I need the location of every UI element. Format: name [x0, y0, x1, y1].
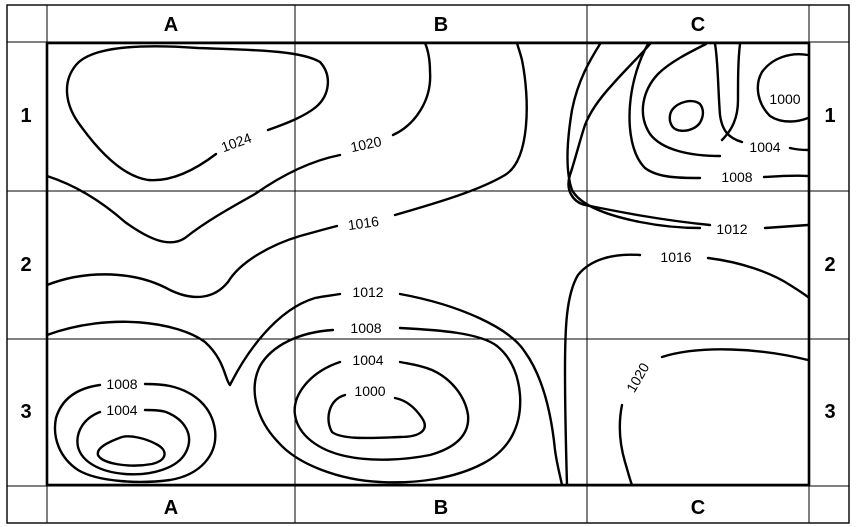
row-header-2-left: 2 — [20, 254, 31, 276]
column-header-b-top: B — [434, 14, 448, 36]
map-frame — [45, 41, 811, 487]
row-header-1-right: 1 — [824, 105, 835, 127]
isobar-labels: 1024 1020 1016 1012 1008 1004 1000 1008 … — [106, 91, 800, 418]
outer-border — [6, 4, 850, 524]
isobar-1020-c — [618, 348, 810, 487]
row-header-1-left: 1 — [20, 105, 31, 127]
isobar-1016 — [45, 41, 528, 299]
isobar-1020 — [45, 41, 432, 244]
isobar-label-1000-c1: 1000 — [769, 91, 800, 107]
column-header-c-top: C — [691, 14, 705, 36]
isobar-label-1008-c1: 1008 — [721, 169, 752, 185]
isobar-1000-a-low — [96, 435, 166, 467]
isobar-label-1008-b3: 1008 — [350, 320, 381, 336]
isobar-label-1016-c2: 1016 — [660, 249, 691, 265]
isobar-1024-high — [65, 45, 329, 182]
column-header-a-bottom: A — [164, 497, 178, 519]
column-header-a-top: A — [164, 14, 178, 36]
isobar-1004-c — [641, 42, 810, 158]
isobar-1004-b — [293, 360, 470, 461]
row-header-2-right: 2 — [824, 254, 835, 276]
isobar-1016-c — [563, 253, 810, 487]
isobar-label-1020-b1: 1020 — [349, 133, 383, 155]
isobar-label-1008-a3: 1008 — [106, 376, 137, 392]
isobar-1012 — [45, 292, 564, 487]
grid-lines — [7, 5, 849, 523]
isobar-1008-a — [53, 382, 217, 484]
row-header-3-left: 3 — [20, 401, 31, 423]
row-headers: 1 2 3 1 2 3 — [20, 105, 835, 423]
column-headers: A B C A B C — [164, 14, 705, 519]
row-header-3-right: 3 — [824, 401, 835, 423]
isobar-label-1012-c2: 1012 — [716, 221, 747, 237]
isobar-label-1020-c3: 1020 — [623, 360, 653, 395]
isobar-1008-c — [567, 42, 810, 227]
isobar-label-1004-c1: 1004 — [749, 139, 780, 155]
isobar-label-1012-b2: 1012 — [352, 284, 383, 300]
isobar-1000-c-low — [756, 53, 810, 123]
isobar-1000-b — [327, 393, 426, 440]
isobar-label-1004-a3: 1004 — [106, 402, 137, 418]
isobar-label-1016-b2: 1016 — [347, 213, 380, 233]
column-header-b-bottom: B — [434, 497, 448, 519]
isobar-label-1000-b3: 1000 — [354, 383, 385, 399]
isobar-1004-a — [76, 408, 191, 476]
isobar-1012-c — [566, 42, 810, 230]
column-header-c-bottom: C — [691, 497, 705, 519]
isobar-label-1004-b3: 1004 — [352, 352, 383, 368]
isobar-lines — [45, 41, 810, 487]
isobar-label-1024: 1024 — [219, 129, 254, 155]
isobar-1008-b — [253, 326, 522, 484]
isobar-1000-c-island — [668, 99, 705, 132]
